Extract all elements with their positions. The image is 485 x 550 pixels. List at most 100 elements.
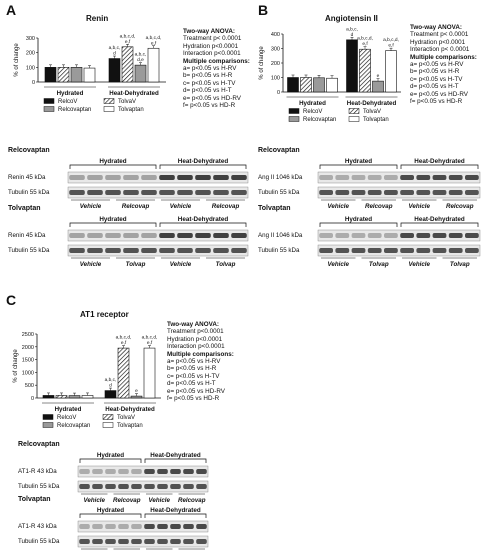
blot-lane-label: Relcovap: [113, 497, 141, 504]
blot-band-label: AT1-R 43 kDa: [18, 468, 57, 475]
blot-band: [170, 539, 181, 544]
group-label: Hydrated: [55, 406, 82, 413]
stats-line: Interaction p<0.0001: [183, 50, 241, 58]
y-tick-label: 1500: [22, 358, 34, 364]
bar: [326, 77, 338, 93]
blot-band: [416, 190, 431, 195]
blot-title: Relcovaptan: [258, 147, 300, 154]
panel-letter-c: C: [6, 292, 17, 308]
blot-group-label: Hydrated: [97, 507, 124, 514]
bar: [346, 39, 358, 93]
blot-group-label: Heat-Dehydrated: [178, 216, 229, 223]
y-axis-label: % of change: [259, 46, 265, 80]
blot-group-label: Heat-Dehydrated: [414, 216, 465, 223]
blot-band: [79, 524, 90, 529]
blot-bracket: [400, 222, 479, 227]
blot-band: [448, 233, 463, 238]
blot-band: [231, 233, 247, 238]
blot-band: [183, 539, 194, 544]
stats-line: c= p<0.05 vs H-TV: [183, 79, 236, 87]
blot-band: [384, 190, 398, 195]
significance-label: e,f: [147, 340, 153, 346]
legend-swatch: [43, 106, 55, 112]
blot-band: [105, 190, 121, 195]
significance-label: a,b,c,d,: [357, 36, 373, 42]
bar: [55, 395, 68, 399]
stats-line: Interaction p<0.0001: [167, 343, 225, 351]
significance-label: a,b,c,d,: [383, 37, 399, 43]
blot-band: [159, 248, 175, 253]
stats-line: e= p<0.05 vs HD-RV: [410, 90, 468, 98]
blot-group-label: Hydrated: [99, 158, 126, 165]
legend-label: Relcovaptan: [58, 107, 91, 113]
blot-band: [196, 524, 207, 529]
blot-band: [123, 190, 139, 195]
bar: [44, 67, 57, 83]
blot-band: [157, 484, 168, 489]
blot-group-label: Hydrated: [97, 452, 124, 459]
blot-band: [432, 190, 447, 195]
blot-band: [170, 524, 181, 529]
blot-band: [183, 469, 194, 474]
significance-label: d,e: [137, 57, 144, 63]
blot-lane-label: Relcovap: [212, 203, 240, 210]
bar: [83, 67, 96, 83]
stats-line: b= p<0.05 vs H-R: [410, 68, 460, 76]
blot-band: [69, 248, 85, 253]
blot-band: [448, 190, 463, 195]
blot-band: [87, 175, 103, 180]
blot-band: [384, 248, 398, 253]
blot-bracket: [79, 458, 142, 463]
significance-label: e,f: [151, 40, 157, 46]
y-tick-label: 200: [271, 61, 280, 67]
blot-membrane: [317, 171, 481, 184]
bar: [313, 77, 325, 93]
group-label: Heat-Dehydrated: [347, 100, 397, 107]
blot-band: [196, 539, 207, 544]
blot-membrane: [67, 244, 249, 257]
legend-swatch: [43, 98, 55, 104]
blot-band: [105, 539, 116, 544]
stats-line: Two-way ANOVA:: [410, 24, 463, 31]
legend-swatch: [42, 422, 54, 428]
blot-band: [319, 175, 333, 180]
stats-line: Multiple comparisons:: [167, 350, 234, 358]
blot-group-label: Hydrated: [99, 216, 126, 223]
blot-band: [384, 175, 398, 180]
legend-swatch: [102, 422, 114, 428]
blot-title: Relcovaptan: [18, 441, 60, 448]
blot-band: [400, 190, 414, 195]
bar: [147, 47, 160, 83]
blot-band: [351, 190, 366, 195]
bar: [359, 48, 371, 93]
blot-lane-label: Tolvap: [126, 261, 146, 268]
blot-band: [157, 539, 168, 544]
blot-title: Tolvaptan: [8, 205, 41, 212]
legend-swatch: [103, 106, 115, 112]
stats-line: d= p<0.05 vs H-T: [183, 87, 232, 95]
blot-lane-label: Vehicle: [328, 261, 350, 268]
blot-band: [123, 175, 139, 180]
blot-band: [195, 248, 211, 253]
blot-band: [177, 233, 193, 238]
blot-bracket: [69, 222, 157, 227]
blot-band: [131, 524, 142, 529]
blot-band: [144, 484, 155, 489]
blot-lane-label: Vehicle: [170, 203, 192, 210]
blot-band: [105, 175, 121, 180]
blot-band: [157, 524, 168, 529]
stats-line: a= p<0.05 vs H-RV: [167, 358, 221, 366]
blot-membrane: [67, 229, 249, 242]
blot-group-label: Heat-Dehydrated: [414, 158, 465, 165]
significance-label: a,b,c,d,: [146, 35, 162, 41]
blot-lane-label: Tolvap: [450, 261, 470, 268]
blot-band: [141, 175, 157, 180]
stats-panel-a: Two-way ANOVA: Treatment p< 0.0001 Hydra…: [183, 28, 250, 109]
panel-letter-b: B: [258, 2, 269, 18]
blot-band: [105, 233, 121, 238]
blot-membrane: [67, 186, 249, 199]
y-tick-label: 2500: [22, 332, 34, 338]
blot-membrane: [67, 171, 249, 184]
stats-line: Two-way ANOVA:: [167, 321, 220, 328]
panel-title-a: Renin: [86, 14, 109, 23]
